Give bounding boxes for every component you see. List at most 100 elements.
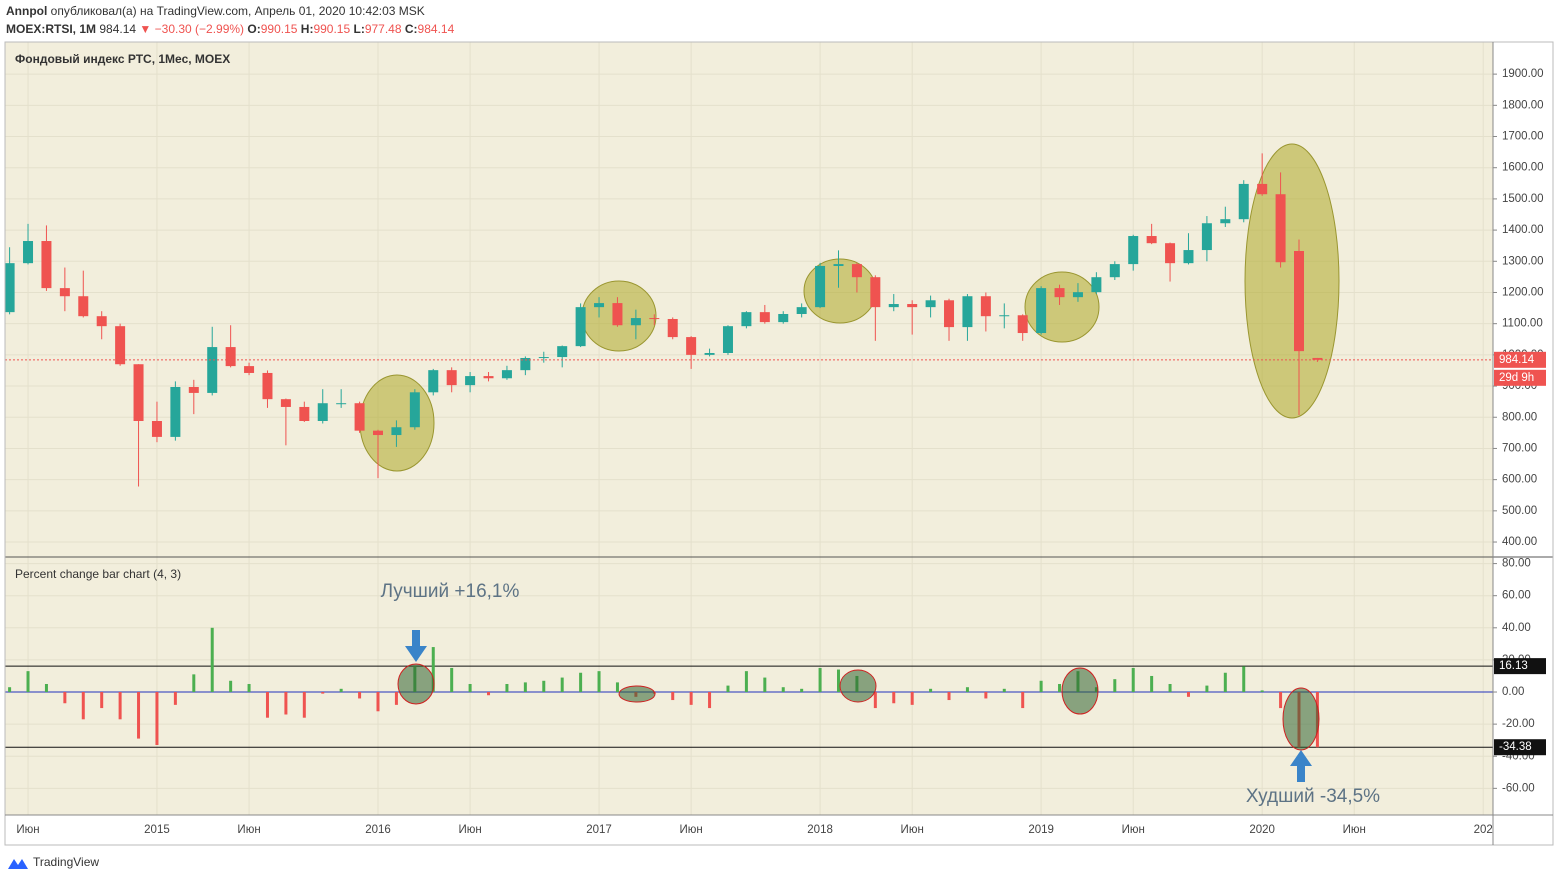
highlight [397, 663, 435, 705]
bar [265, 692, 269, 718]
bar [63, 692, 67, 704]
candle-body [520, 357, 531, 371]
h-label: H: [301, 22, 314, 36]
arrow-up [1290, 750, 1312, 782]
x-tick-label: 202 [1474, 824, 1493, 836]
bar [302, 692, 306, 718]
x-tick-label: Июн [458, 824, 481, 836]
candle-body [851, 264, 862, 278]
bar [542, 680, 546, 693]
bar [947, 692, 951, 701]
highlight [1244, 143, 1340, 419]
y-tick-label: 1100.00 [1502, 318, 1543, 330]
candle-body [612, 303, 623, 326]
grid [5, 42, 1493, 815]
bar [726, 685, 730, 693]
candle-body [925, 300, 936, 308]
candle-body [1312, 357, 1323, 360]
labels: 400.00500.00600.00700.00800.00900.001000… [16, 68, 1546, 836]
candle-body [41, 241, 52, 289]
bar [1002, 688, 1006, 693]
header-line: Annpol опубликовал(а) на TradingView.com… [6, 4, 425, 18]
candle-body [999, 315, 1010, 317]
candle-body [280, 399, 291, 407]
o-label: O: [247, 22, 260, 36]
author: Annpol [6, 4, 47, 18]
y-tick-label: 80.00 [1502, 558, 1531, 570]
countdown-box [1494, 369, 1546, 386]
highlight [1024, 271, 1100, 343]
bar [339, 688, 343, 693]
symbol: MOEX:RTSI, 1M [6, 22, 96, 36]
y-tick-label: 1300.00 [1502, 255, 1544, 267]
candle-body [1201, 223, 1212, 251]
candle-body [944, 300, 955, 328]
candle-body [980, 296, 991, 317]
last-price-label: 984.14 [1499, 354, 1535, 366]
o: 990.15 [261, 22, 298, 36]
candle-body [686, 337, 697, 355]
candle-body [299, 406, 310, 421]
bar [873, 692, 877, 709]
y-tick-label: 600.00 [1502, 474, 1537, 486]
candle-body [557, 346, 568, 358]
y-tick-label: 0.00 [1502, 686, 1524, 698]
bar [689, 692, 693, 705]
candle-body [4, 263, 15, 313]
bar [1242, 666, 1246, 693]
bar [1279, 692, 1283, 709]
logo-icon [8, 859, 28, 869]
bar [615, 682, 619, 693]
candle-body [465, 376, 476, 386]
bar [8, 687, 12, 693]
y-tick-label: -60.00 [1502, 782, 1535, 794]
candle-body [796, 307, 807, 315]
bar [358, 692, 362, 699]
candle-body [1183, 250, 1194, 264]
bar [1223, 672, 1227, 693]
bar [431, 647, 435, 693]
bar [1150, 675, 1154, 693]
bar [523, 682, 527, 693]
bar [210, 627, 214, 693]
candle-body [428, 370, 439, 393]
arrow: ▼ [139, 22, 151, 36]
bar [910, 692, 914, 705]
candle-body [483, 376, 494, 379]
bar [284, 692, 288, 715]
candle-body [59, 288, 70, 297]
x-tick-label: 2018 [807, 824, 833, 836]
candle-body [722, 326, 733, 353]
c: 984.14 [418, 22, 455, 36]
bar [26, 671, 30, 693]
bar [579, 672, 583, 693]
last: 984.14 [99, 22, 136, 36]
candle-body [133, 364, 144, 421]
bar [192, 674, 196, 693]
bar [837, 669, 840, 693]
y-tick-label: 1500.00 [1502, 193, 1544, 205]
published: опубликовал(а) на TradingView.com, Апрел… [51, 4, 425, 18]
l: 977.48 [365, 22, 402, 36]
x-tick-label: 2016 [365, 824, 391, 836]
bar [1205, 685, 1209, 693]
countdown: 29d 9h [1499, 372, 1534, 384]
candle-body [1257, 183, 1268, 195]
l-label: L: [354, 22, 365, 36]
candle-body [1294, 250, 1304, 352]
candle-body [96, 316, 107, 327]
price-panel-title: Фондовый индекс РТС, 1Мес, MOEX [15, 52, 230, 66]
candle-body [888, 304, 899, 308]
marks [4, 153, 1493, 748]
bar [468, 683, 472, 693]
y-tick-label: 800.00 [1502, 411, 1537, 423]
bar [173, 692, 177, 705]
bar [1186, 692, 1190, 697]
bar [1021, 692, 1025, 709]
logo-text: TradingView [33, 855, 99, 869]
bar [44, 683, 48, 693]
bar [984, 692, 988, 699]
bar [1039, 680, 1043, 693]
y-tick-label: 400.00 [1502, 536, 1537, 548]
candle-body [1054, 288, 1065, 298]
